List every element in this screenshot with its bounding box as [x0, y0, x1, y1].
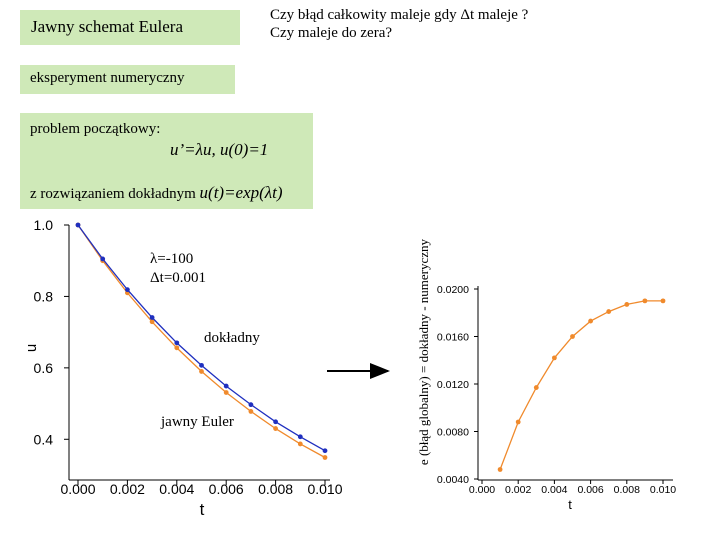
exact-series-point — [297, 434, 303, 440]
left-x-axis-title: t — [200, 500, 205, 519]
exact-series-point — [248, 402, 254, 408]
euler-series-point — [174, 345, 180, 351]
solution-line: z rozwiązaniem dokładnym u(t)=exp(λt) — [30, 183, 283, 203]
right-x-tick-label: 0.010 — [650, 484, 676, 496]
error-series-point — [533, 385, 539, 390]
euler-series-point — [297, 441, 303, 447]
error-series-point — [515, 419, 521, 425]
euler-series-point — [322, 455, 328, 460]
error-series-point — [552, 355, 557, 361]
question-line-1: Czy błąd całkowity maleje gdy Δt maleje … — [270, 7, 529, 23]
error-series-point — [624, 302, 630, 307]
left-y-tick-label: 1.0 — [34, 217, 54, 233]
page-title: Jawny schemat Eulera — [31, 17, 183, 36]
problem-label: problem początkowy: — [30, 121, 161, 137]
euler-series-point — [223, 390, 229, 395]
label-exact: dokładny — [204, 330, 260, 346]
right-y-tick-label: 0.0080 — [437, 427, 469, 439]
error-series-point — [660, 298, 666, 304]
right-x-tick-label: 0.000 — [469, 484, 495, 496]
equation: u’=λu, u(0)=1 — [170, 140, 269, 159]
exact-series-point — [174, 340, 180, 346]
solution-formula: u(t)=exp(λt) — [199, 183, 283, 202]
euler-series-point — [273, 426, 278, 431]
exact-series-point — [223, 383, 229, 389]
question-line-2: Czy maleje do zera? — [270, 25, 393, 41]
exact-series-point — [125, 287, 130, 293]
right-y-tick-label: 0.0200 — [437, 284, 469, 296]
solution-prefix: z rozwiązaniem dokładnym — [30, 186, 200, 202]
exact-series-point — [273, 419, 278, 425]
label-euler: jawny Euler — [160, 414, 234, 430]
problem-box — [20, 113, 313, 209]
left-y-axis-title: u — [23, 344, 40, 352]
left-x-tick-label: 0.006 — [209, 481, 244, 497]
right-y-axis-title: e (błąd globalny) = dokładny - numeryczn… — [416, 238, 431, 465]
right-x-tick-label: 0.008 — [614, 484, 640, 496]
experiment-box — [20, 65, 235, 94]
annotation-dt: Δt=0.001 — [150, 270, 206, 286]
exact-series-point — [149, 315, 155, 320]
right-x-tick-label: 0.002 — [505, 484, 531, 496]
question-text: Czy błąd całkowity maleje gdy Δt maleje … — [270, 6, 528, 42]
error-series-point — [570, 334, 575, 339]
euler-series-point — [149, 319, 155, 325]
left-x-tick-label: 0.004 — [159, 481, 194, 497]
annotation-lambda: λ=-100 — [150, 251, 193, 267]
euler-series-point — [248, 409, 254, 414]
left-x-tick-label: 0.010 — [307, 481, 342, 497]
right-y-tick-label: 0.0040 — [437, 474, 469, 486]
exact-series-point — [199, 362, 204, 368]
exact-series-point — [75, 222, 81, 228]
error-series-line — [499, 300, 663, 470]
left-x-tick-label: 0.000 — [60, 481, 95, 497]
right-x-tick-label: 0.004 — [541, 484, 567, 496]
right-y-tick-label: 0.0160 — [437, 332, 469, 344]
right-x-tick-label: 0.006 — [577, 484, 603, 496]
error-series-point — [606, 309, 612, 314]
euler-series-point — [199, 369, 204, 374]
left-x-tick-label: 0.008 — [258, 481, 293, 497]
exact-series-point — [100, 256, 106, 262]
left-y-tick-label: 0.4 — [34, 431, 54, 447]
experiment-label: eksperyment numeryczny — [30, 70, 185, 86]
error-series-point — [642, 298, 648, 304]
left-y-tick-label: 0.6 — [34, 360, 54, 376]
right-x-axis-title: t — [568, 497, 572, 512]
error-series-point — [497, 467, 503, 472]
right-y-tick-label: 0.0120 — [437, 379, 469, 391]
left-y-tick-label: 0.8 — [34, 288, 54, 304]
exact-series-point — [322, 448, 328, 454]
error-series-point — [588, 318, 593, 324]
title-box — [20, 10, 240, 45]
left-x-tick-label: 0.002 — [110, 481, 145, 497]
